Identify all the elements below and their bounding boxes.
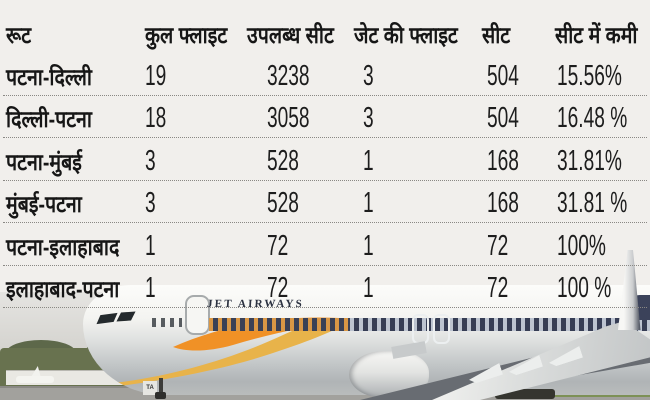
col-header-total-flights: कुल फ्लाइट <box>145 22 228 48</box>
jet-flights-cell: 1 <box>363 144 374 177</box>
parked-plane-body <box>16 376 54 383</box>
route-cell: मुंबई-पटना <box>6 191 82 217</box>
total-flights-cell: 18 <box>145 101 167 134</box>
window-band-navy <box>350 318 650 331</box>
available-seats-cell: 3238 <box>267 59 310 92</box>
seats-cell: 168 <box>487 144 519 177</box>
seat-reduction-cell: 100% <box>557 229 606 262</box>
total-flights-cell: 3 <box>145 144 156 177</box>
nose-gear-door: TA <box>143 381 157 395</box>
row-divider <box>3 222 647 223</box>
available-seats-cell: 528 <box>267 144 299 177</box>
table-row: मुंबई-पटना 3 528 1 168 31.81 % <box>0 183 650 223</box>
route-cell: दिल्ली-पटना <box>6 106 92 132</box>
seat-reduction-cell: 31.81% <box>557 144 622 177</box>
available-seats-cell: 72 <box>267 271 289 304</box>
route-cell: पटना-दिल्ली <box>6 64 92 90</box>
seats-cell: 168 <box>487 186 519 219</box>
nose-gear-strut <box>159 378 163 396</box>
seats-cell: 72 <box>487 271 509 304</box>
row-divider <box>3 180 647 181</box>
airplane-photo: JET AIRWAYS TA <box>0 248 650 400</box>
jet-flights-cell: 1 <box>363 229 374 262</box>
seats-cell: 504 <box>487 59 519 92</box>
seat-reduction-cell: 15.56% <box>557 59 622 92</box>
row-divider <box>3 137 647 138</box>
available-seats-cell: 3058 <box>267 101 310 134</box>
total-flights-cell: 1 <box>145 271 156 304</box>
nose-gear-wheel <box>155 392 166 399</box>
route-cell: पटना-इलाहाबाद <box>6 234 120 260</box>
available-seats-cell: 72 <box>267 229 289 262</box>
jet-flights-cell: 3 <box>363 59 374 92</box>
jet-flights-cell: 3 <box>363 101 374 134</box>
col-header-available-seats: उपलब्ध सीट <box>247 22 334 48</box>
row-divider <box>3 265 647 266</box>
total-flights-cell: 19 <box>145 59 167 92</box>
table-row: पटना-इलाहाबाद 1 72 1 72 100% <box>0 226 650 266</box>
route-cell: पटना-मुंबई <box>6 149 82 175</box>
seats-cell: 504 <box>487 101 519 134</box>
col-header-route: रूट <box>6 22 32 48</box>
window-band-orange <box>209 318 350 331</box>
row-divider <box>3 95 647 96</box>
table-row: पटना-मुंबई 3 528 1 168 31.81% <box>0 141 650 181</box>
cabin-door <box>185 295 210 335</box>
col-header-seat-reduction: सीट में कमी <box>555 22 638 48</box>
row-divider <box>3 307 647 308</box>
seat-reduction-cell: 100 % <box>557 271 612 304</box>
available-seats-cell: 528 <box>267 186 299 219</box>
main-gear <box>495 389 555 399</box>
table-row: दिल्ली-पटना 18 3058 3 504 16.48 % <box>0 98 650 138</box>
table-row: इलाहाबाद-पटना 1 72 1 72 100 % <box>0 268 650 308</box>
total-flights-cell: 3 <box>145 186 156 219</box>
total-flights-cell: 1 <box>145 229 156 262</box>
jet-flights-cell: 1 <box>363 271 374 304</box>
seat-reduction-cell: 16.48 % <box>557 101 628 134</box>
overwing-exit-door <box>433 314 450 344</box>
col-header-seats: सीट <box>482 22 511 48</box>
seat-reduction-cell: 31.81 % <box>557 186 628 219</box>
col-header-jet-flights: जेट की फ्लाइट <box>354 22 458 48</box>
table-row: पटना-दिल्ली 19 3238 3 504 15.56% <box>0 56 650 96</box>
nose-windows <box>152 318 182 327</box>
table-header-row: रूट कुल फ्लाइट उपलब्ध सीट जेट की फ्लाइट … <box>0 14 650 54</box>
route-cell: इलाहाबाद-पटना <box>6 276 120 302</box>
seats-cell: 72 <box>487 229 509 262</box>
jet-flights-cell: 1 <box>363 186 374 219</box>
